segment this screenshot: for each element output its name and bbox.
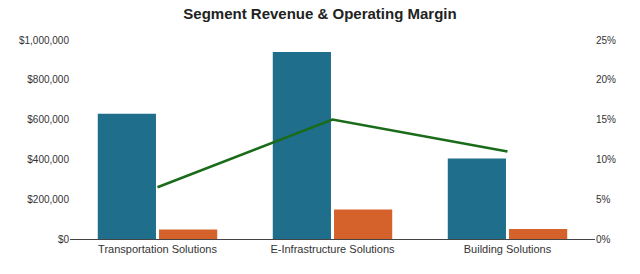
svg-text:$800,000: $800,000 [27, 74, 69, 85]
svg-text:Segment Revenue & Operating Ma: Segment Revenue & Operating Margin [183, 5, 456, 22]
svg-text:$1,000,000: $1,000,000 [19, 35, 69, 46]
svg-text:$600,000: $600,000 [27, 114, 69, 125]
svg-text:5%: 5% [596, 194, 611, 205]
svg-text:25%: 25% [596, 35, 616, 46]
svg-text:15%: 15% [596, 114, 616, 125]
svg-text:0%: 0% [596, 234, 611, 245]
svg-text:10%: 10% [596, 154, 616, 165]
svg-text:$400,000: $400,000 [27, 154, 69, 165]
svg-text:Transportation Solutions: Transportation Solutions [98, 243, 217, 255]
svg-text:$0: $0 [58, 234, 70, 245]
svg-text:$200,000: $200,000 [27, 194, 69, 205]
svg-text:Building Solutions: Building Solutions [464, 243, 552, 255]
svg-text:E-Infrastructure Solutions: E-Infrastructure Solutions [270, 243, 395, 255]
svg-text:20%: 20% [596, 74, 616, 85]
